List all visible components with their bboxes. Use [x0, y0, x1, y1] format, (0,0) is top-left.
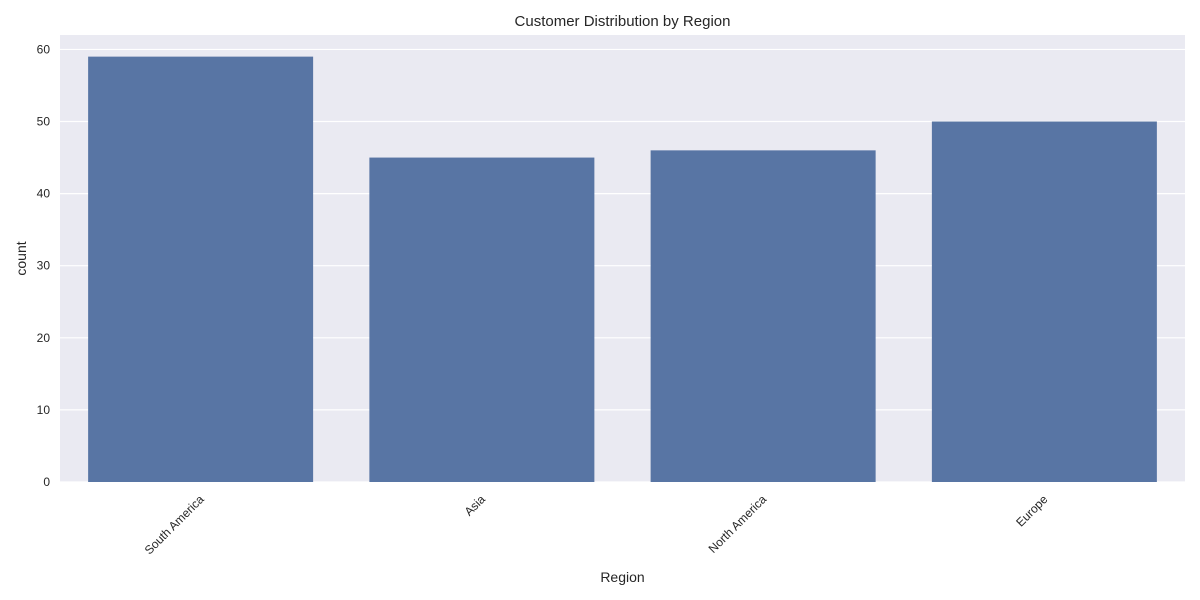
bar-north-america: [650, 150, 876, 482]
y-tick-label-30: 30: [37, 259, 51, 273]
x-tick-labels: South America Asia North America Europe: [142, 492, 1051, 557]
x-tick-label-north-america: North America: [706, 492, 770, 556]
chart-title: Customer Distribution by Region: [515, 13, 731, 30]
bar-europe: [931, 121, 1157, 483]
x-tick-label-asia: Asia: [462, 492, 489, 519]
y-axis-label: count: [13, 241, 29, 275]
x-tick-label-south-america: South America: [142, 492, 207, 557]
bars: [88, 56, 1157, 483]
x-axis-label: Region: [600, 569, 644, 585]
y-tick-label-40: 40: [37, 187, 51, 201]
bar-south-america: [88, 56, 314, 483]
y-tick-label-10: 10: [37, 403, 51, 417]
y-tick-label-60: 60: [37, 42, 51, 56]
bar-asia: [369, 157, 595, 482]
x-tick-label-europe: Europe: [1013, 492, 1050, 529]
y-tick-labels: 0 10 20 30 40 50 60: [37, 42, 51, 489]
y-tick-label-0: 0: [43, 475, 50, 489]
y-tick-label-20: 20: [37, 331, 51, 345]
y-tick-label-50: 50: [37, 115, 51, 129]
